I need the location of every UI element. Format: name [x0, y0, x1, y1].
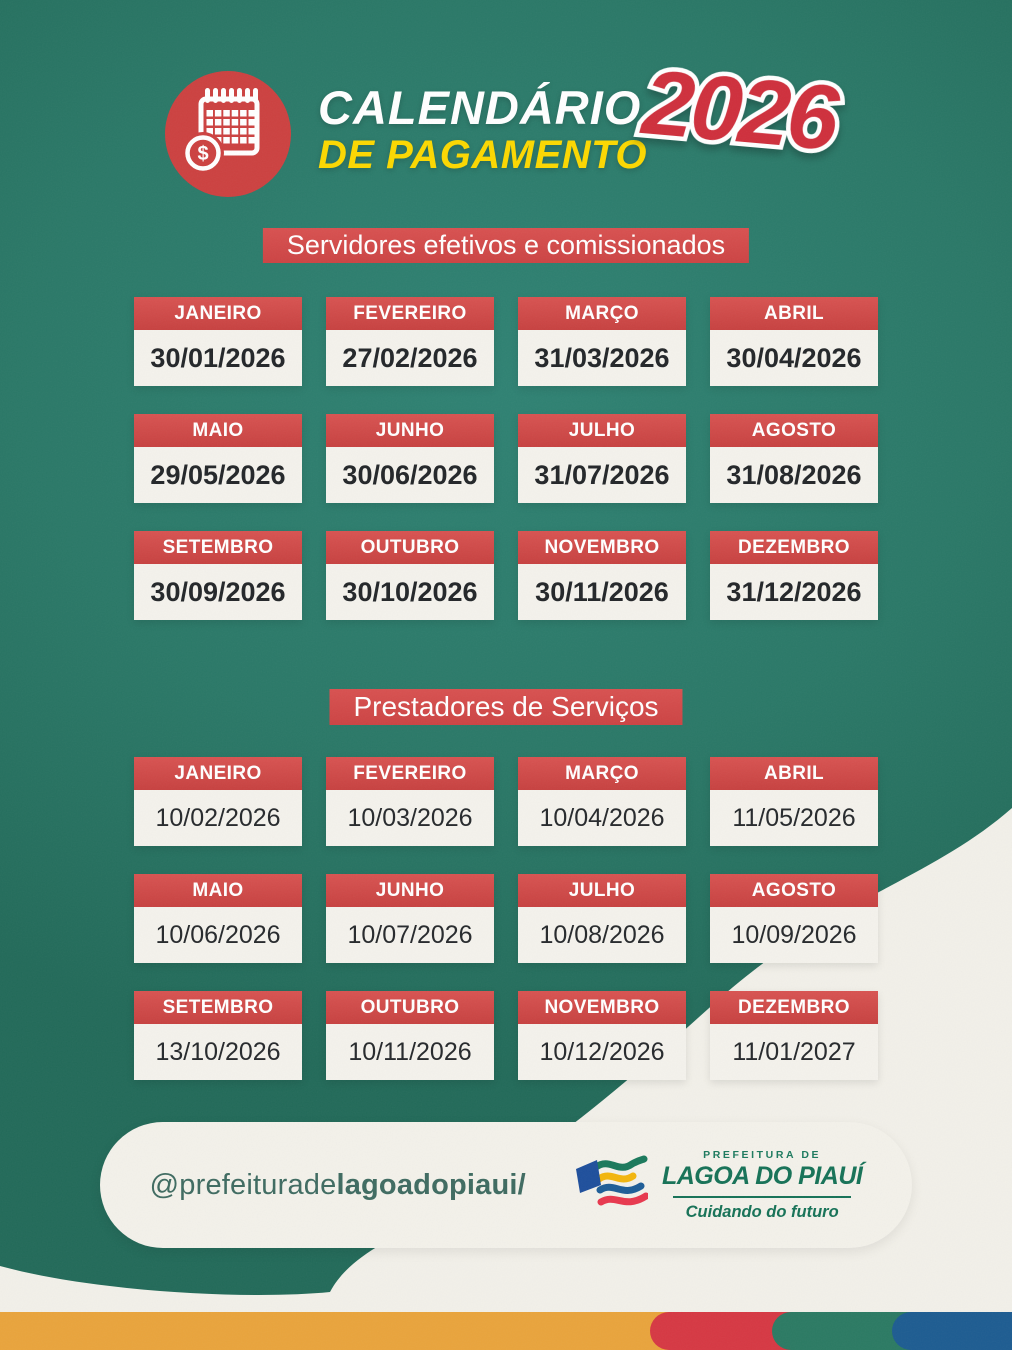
month-label: ABRIL: [710, 297, 878, 330]
month-card: SETEMBRO 13/10/2026: [134, 991, 302, 1080]
prefeitura-logo: PREFEITURA DE LAGOA DO PIAUÍ Cuidando do…: [568, 1148, 863, 1222]
month-label: SETEMBRO: [134, 991, 302, 1024]
flag-icon: [575, 1155, 648, 1206]
month-label: MARÇO: [518, 297, 686, 330]
payment-date: 11/05/2026: [710, 790, 878, 846]
logo-overline: PREFEITURA DE: [703, 1148, 822, 1161]
month-card: MAIO 29/05/2026: [134, 414, 302, 503]
month-label: ABRIL: [710, 757, 878, 790]
payment-date: 31/03/2026: [518, 330, 686, 386]
month-card: DEZEMBRO 11/01/2027: [710, 991, 878, 1080]
social-handle-bold: lagoadopiaui/: [336, 1168, 526, 1201]
payment-date: 10/09/2026: [710, 907, 878, 963]
payment-date: 30/10/2026: [326, 564, 494, 620]
payment-date: 10/02/2026: [134, 790, 302, 846]
poster-title-line1: CALENDÁRIO: [318, 81, 642, 134]
month-label: JANEIRO: [134, 297, 302, 330]
payment-date: 10/04/2026: [518, 790, 686, 846]
month-label: JUNHO: [326, 874, 494, 907]
month-card: NOVEMBRO 10/12/2026: [518, 991, 686, 1080]
month-card: AGOSTO 10/09/2026: [710, 874, 878, 963]
month-label: MARÇO: [518, 757, 686, 790]
month-label: JULHO: [518, 414, 686, 447]
logo-slogan: Cuidando do futuro: [685, 1202, 839, 1221]
logo-name: LAGOA DO PIAUÍ: [661, 1161, 863, 1190]
month-label: SETEMBRO: [134, 531, 302, 564]
month-label: MAIO: [134, 874, 302, 907]
footer-bar: @prefeituradelagoadopiaui/ PREFEITURA DE…: [100, 1122, 912, 1248]
month-card: JULHO 10/08/2026: [518, 874, 686, 963]
poster-year-fill: 2026: [638, 51, 840, 170]
payment-date: 30/01/2026: [134, 330, 302, 386]
month-label: MAIO: [134, 414, 302, 447]
payment-date: 13/10/2026: [134, 1024, 302, 1080]
svg-text:$: $: [197, 143, 208, 165]
payment-date: 11/01/2027: [710, 1024, 878, 1080]
month-card: JANEIRO 10/02/2026: [134, 757, 302, 846]
month-card: FEVEREIRO 27/02/2026: [326, 297, 494, 386]
month-label: JULHO: [518, 874, 686, 907]
month-card: MARÇO 10/04/2026: [518, 757, 686, 846]
month-label: FEVEREIRO: [326, 757, 494, 790]
month-label: DEZEMBRO: [710, 531, 878, 564]
payment-date: 30/09/2026: [134, 564, 302, 620]
month-label: NOVEMBRO: [518, 531, 686, 564]
month-label: JANEIRO: [134, 757, 302, 790]
month-card: JUNHO 30/06/2026: [326, 414, 494, 503]
payment-date: 31/08/2026: [710, 447, 878, 503]
month-label: AGOSTO: [710, 414, 878, 447]
month-card: AGOSTO 31/08/2026: [710, 414, 878, 503]
month-card: NOVEMBRO 30/11/2026: [518, 531, 686, 620]
month-label: DEZEMBRO: [710, 991, 878, 1024]
section-title-servidores: Servidores efetivos e comissionados: [262, 228, 750, 263]
payment-date: 27/02/2026: [326, 330, 494, 386]
month-card: OUTUBRO 30/10/2026: [326, 531, 494, 620]
month-card: MAIO 10/06/2026: [134, 874, 302, 963]
header: $ CALENDÁRIO DE PAGAMENTO 2026 2026: [0, 0, 1012, 230]
logo-divider: [673, 1195, 852, 1198]
month-card: OUTUBRO 10/11/2026: [326, 991, 494, 1080]
stripe-segment-blue: [892, 1312, 1012, 1350]
payment-date: 10/08/2026: [518, 907, 686, 963]
month-card: ABRIL 11/05/2026: [710, 757, 878, 846]
bottom-stripe: [0, 1312, 1012, 1350]
payment-date: 31/07/2026: [518, 447, 686, 503]
payment-date: 31/12/2026: [710, 564, 878, 620]
month-card: JANEIRO 30/01/2026: [134, 297, 302, 386]
section-grid-servidores: JANEIRO 30/01/2026 FEVEREIRO 27/02/2026 MARÇ…: [134, 297, 878, 620]
payment-date: 10/03/2026: [326, 790, 494, 846]
month-label: AGOSTO: [710, 874, 878, 907]
payment-date: 30/06/2026: [326, 447, 494, 503]
month-card: SETEMBRO 30/09/2026: [134, 531, 302, 620]
payment-date: 30/04/2026: [710, 330, 878, 386]
month-card: JUNHO 10/07/2026: [326, 874, 494, 963]
month-label: FEVEREIRO: [326, 297, 494, 330]
month-label: OUTUBRO: [326, 531, 494, 564]
month-label: OUTUBRO: [326, 991, 494, 1024]
month-card: ABRIL 30/04/2026: [710, 297, 878, 386]
payment-date: 30/11/2026: [518, 564, 686, 620]
section-grid-prestadores: JANEIRO 10/02/2026 FEVEREIRO 10/03/2026 MARÇ…: [134, 757, 878, 1080]
month-card: JULHO 31/07/2026: [518, 414, 686, 503]
month-label: NOVEMBRO: [518, 991, 686, 1024]
payment-date: 10/07/2026: [326, 907, 494, 963]
section-title-prestadores: Prestadores de Serviços: [329, 689, 683, 725]
month-card: DEZEMBRO 31/12/2026: [710, 531, 878, 620]
payment-date: 10/11/2026: [326, 1024, 494, 1080]
payment-date: 10/12/2026: [518, 1024, 686, 1080]
month-card: FEVEREIRO 10/03/2026: [326, 757, 494, 846]
social-handle-prefix: @prefeiturade: [149, 1168, 337, 1201]
payment-date: 10/06/2026: [134, 907, 302, 963]
month-label: JUNHO: [326, 414, 494, 447]
month-card: MARÇO 31/03/2026: [518, 297, 686, 386]
payment-date: 29/05/2026: [134, 447, 302, 503]
poster-year: 2026 2026: [634, 47, 877, 192]
poster-title-line2: DE PAGAMENTO: [318, 133, 647, 177]
social-handle: @prefeituradelagoadopiaui/: [150, 1169, 526, 1202]
calendar-dollar-icon: $: [165, 71, 291, 197]
